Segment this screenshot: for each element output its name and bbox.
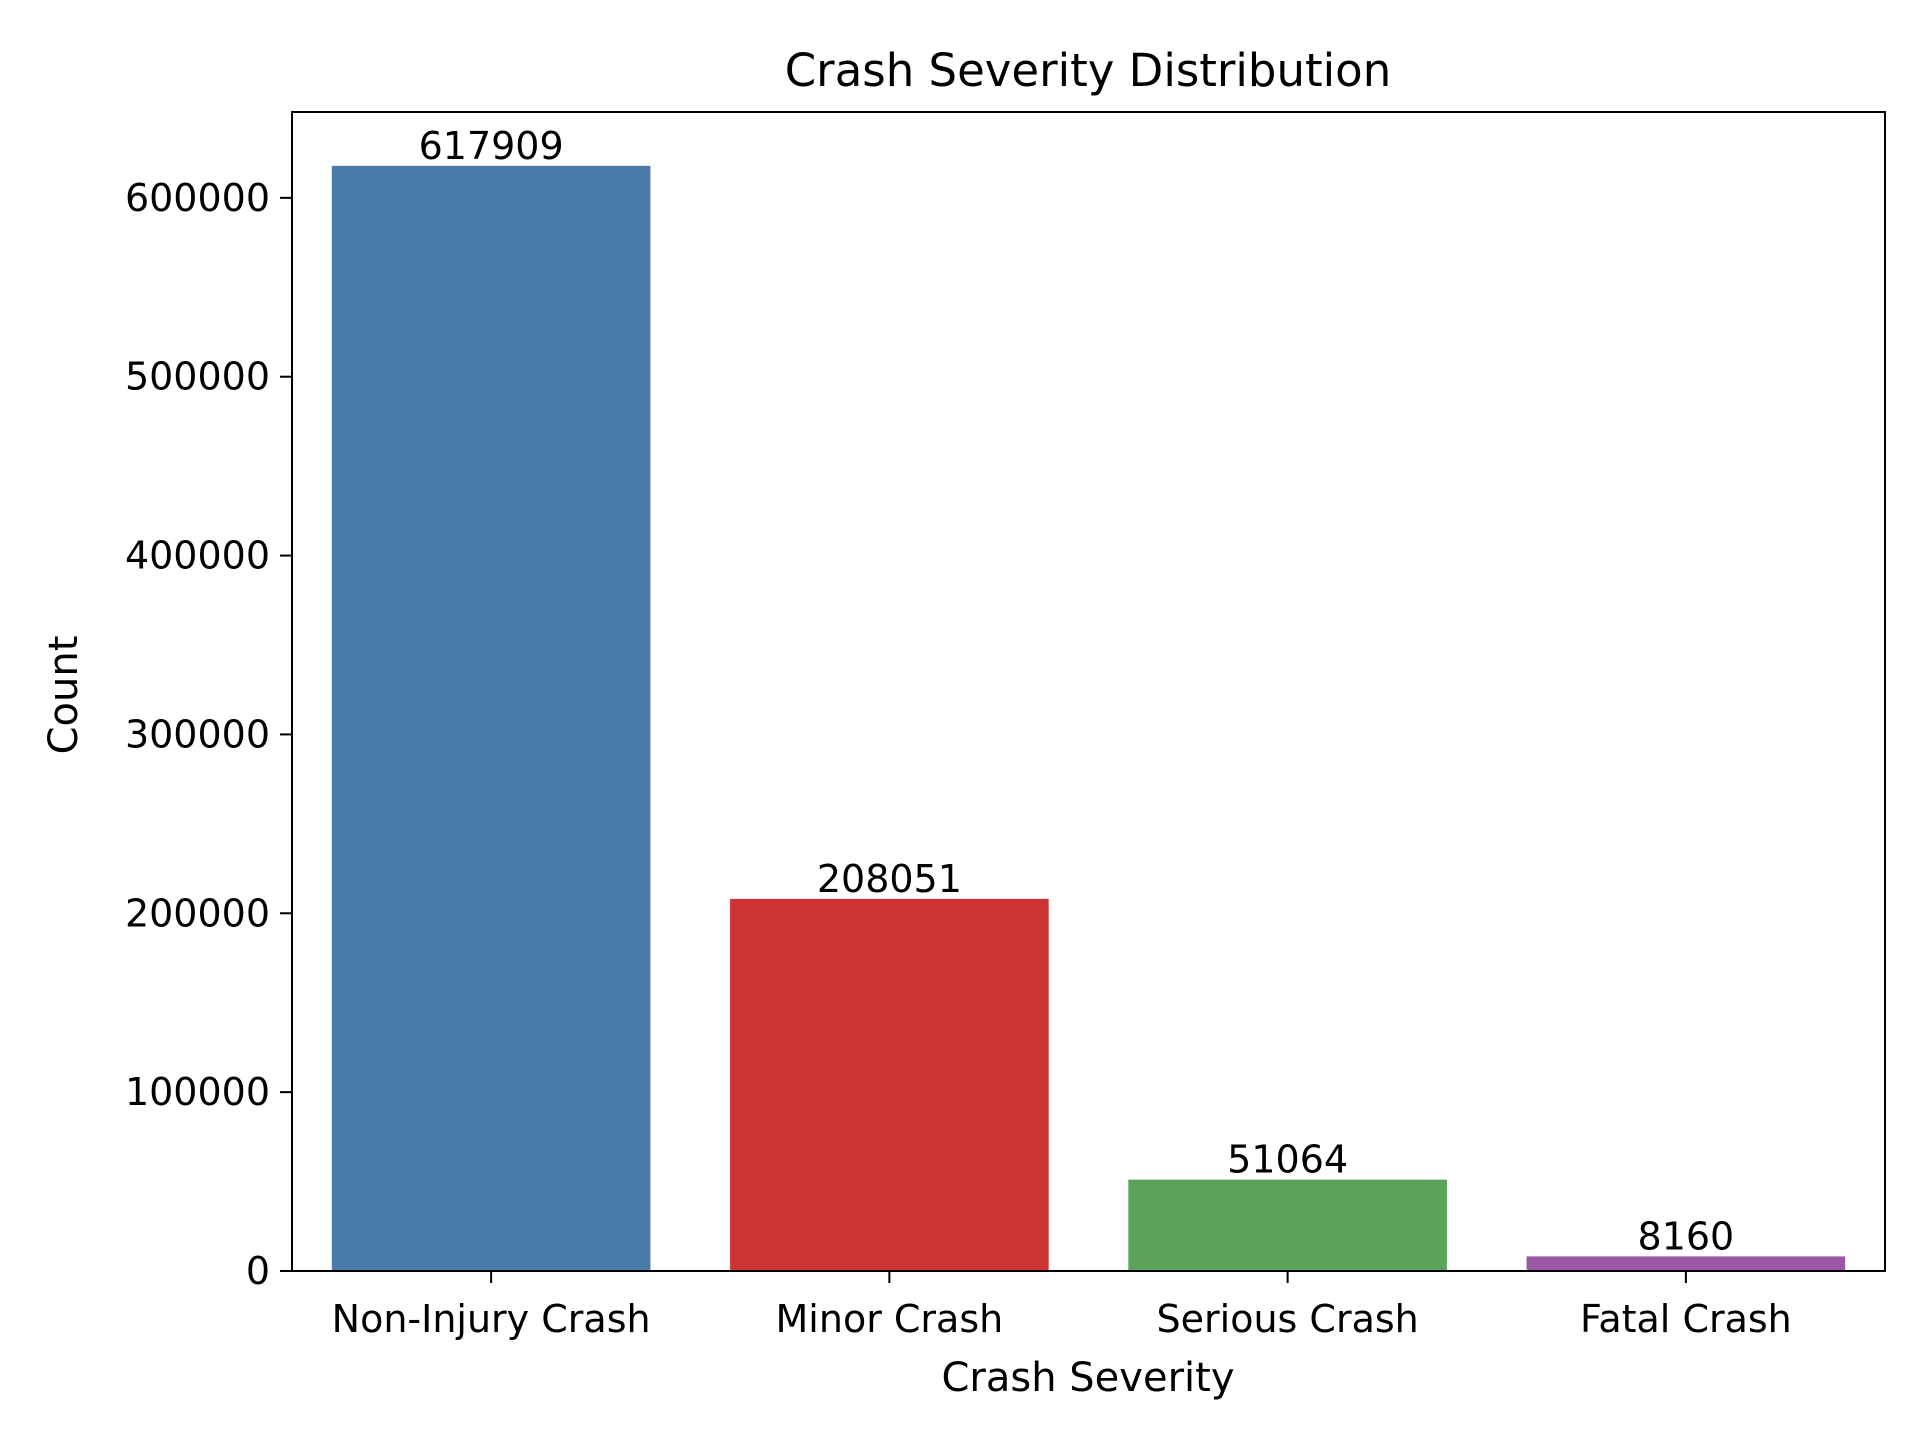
x-tick-label-1: Minor Crash bbox=[776, 1297, 1004, 1341]
chart-title: Crash Severity Distribution bbox=[785, 44, 1391, 97]
y-axis-label: Count bbox=[41, 636, 87, 755]
y-tick-label-2: 200000 bbox=[125, 891, 270, 935]
y-tick-label-3: 300000 bbox=[125, 712, 270, 756]
bar-2 bbox=[1128, 1179, 1447, 1271]
x-tick-label-0: Non-Injury Crash bbox=[332, 1297, 651, 1341]
y-tick-label-1: 100000 bbox=[125, 1070, 270, 1114]
data-label-3: 8160 bbox=[1638, 1214, 1735, 1258]
x-tick-label-2: Serious Crash bbox=[1157, 1297, 1419, 1341]
y-axis-ticks: 0 100000 200000 300000 400000 500000 600000 bbox=[125, 176, 292, 1293]
bar-1 bbox=[730, 898, 1049, 1271]
data-label-0: 617909 bbox=[419, 124, 564, 168]
x-axis-ticks: Non-Injury Crash Minor Crash Serious Crash… bbox=[332, 1271, 1792, 1341]
data-label-1: 208051 bbox=[817, 857, 962, 901]
y-tick-label-6: 600000 bbox=[125, 176, 270, 220]
y-tick-label-5: 500000 bbox=[125, 355, 270, 399]
bars-group bbox=[331, 165, 1846, 1271]
x-axis-label: Crash Severity bbox=[942, 1355, 1235, 1401]
y-tick-label-4: 400000 bbox=[125, 534, 270, 578]
bar-3 bbox=[1526, 1256, 1846, 1271]
bar-0 bbox=[331, 165, 651, 1271]
data-labels-group: 617909 208051 51064 8160 bbox=[419, 124, 1735, 1259]
y-tick-label-0: 0 bbox=[246, 1249, 270, 1293]
data-label-2: 51064 bbox=[1227, 1138, 1348, 1182]
x-tick-label-3: Fatal Crash bbox=[1580, 1297, 1792, 1341]
plot-frame bbox=[291, 111, 1886, 1272]
